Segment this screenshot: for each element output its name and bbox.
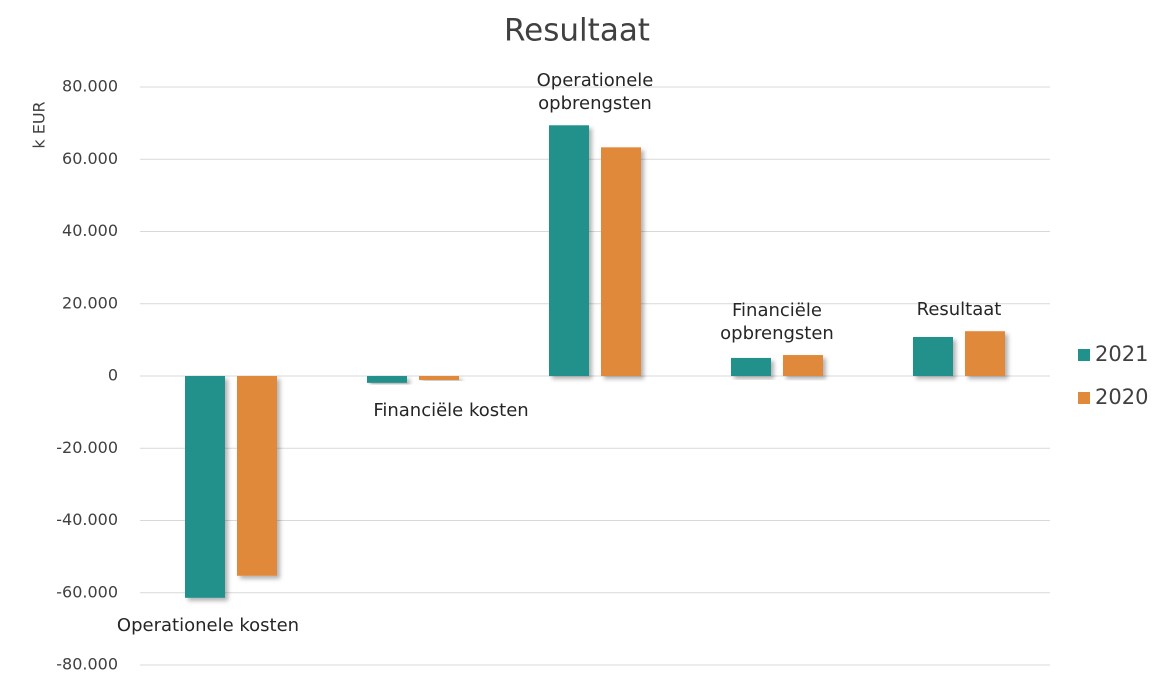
y-tick-label: -60.000 — [56, 582, 118, 601]
y-tick-label: -20.000 — [56, 438, 118, 457]
y-tick-label: 20.000 — [62, 293, 118, 312]
legend-swatch — [1078, 349, 1090, 361]
y-tick-label: 0 — [108, 366, 118, 385]
legend-label: 2020 — [1095, 385, 1148, 409]
bar — [237, 376, 277, 576]
y-tick-label: -80.000 — [56, 655, 118, 674]
bar — [601, 147, 641, 376]
bar — [783, 355, 823, 376]
bar — [185, 376, 225, 598]
y-axis-label: k EUR — [30, 101, 49, 148]
bar — [965, 331, 1005, 376]
chart-title: Resultaat — [504, 13, 650, 49]
y-tick-label: 80.000 — [62, 77, 118, 96]
bar — [549, 125, 589, 376]
bar — [419, 376, 459, 380]
legend-label: 2021 — [1095, 342, 1148, 366]
bar — [367, 376, 407, 383]
bar — [731, 357, 771, 376]
y-tick-label: -40.000 — [56, 510, 118, 529]
category-label: Operationele kosten — [116, 614, 300, 636]
y-tick-label: 40.000 — [62, 221, 118, 240]
bar — [913, 336, 953, 376]
category-label: Financiële kosten — [373, 399, 529, 421]
category-label: Operationele opbrengsten — [536, 70, 654, 115]
category-label: Financiële opbrengsten — [720, 300, 834, 345]
legend-swatch — [1078, 392, 1090, 404]
category-label: Resultaat — [916, 299, 1002, 321]
y-tick-label: 60.000 — [62, 149, 118, 168]
